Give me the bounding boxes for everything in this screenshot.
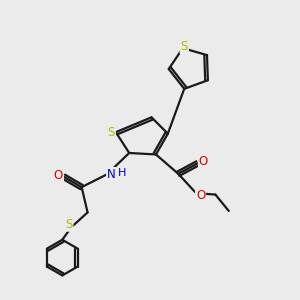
Text: S: S [181, 40, 188, 53]
Text: H: H [118, 168, 127, 178]
Text: N: N [107, 168, 116, 181]
Text: S: S [108, 126, 115, 139]
Text: O: O [199, 155, 208, 168]
Text: O: O [196, 189, 205, 202]
Text: O: O [54, 169, 63, 182]
Text: S: S [65, 218, 73, 231]
